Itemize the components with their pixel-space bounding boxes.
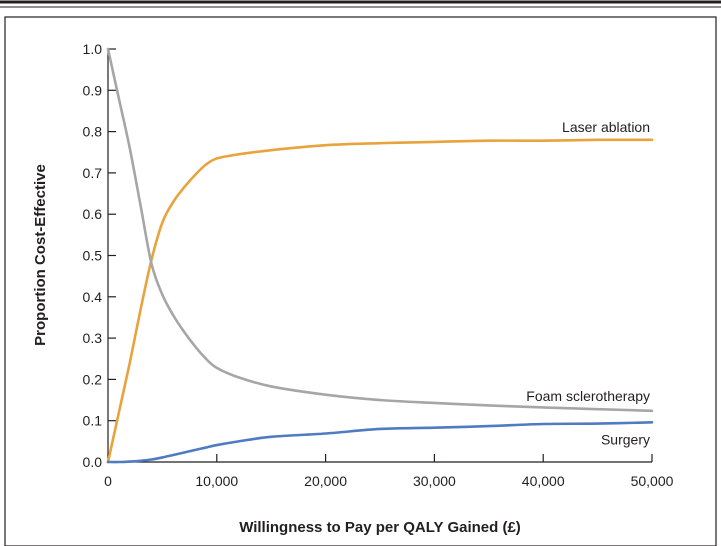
y-tick-label: 1.0	[83, 41, 103, 57]
y-axis-title: Proportion Cost-Effective	[32, 164, 49, 346]
series-label-foam-sclerotherapy: Foam sclerotherapy	[526, 388, 650, 404]
y-tick-label: 0.3	[83, 330, 103, 346]
y-tick-label: 0.5	[83, 248, 103, 264]
y-tick-label: 0.1	[83, 413, 103, 429]
x-tick-label: 20,000	[304, 473, 347, 489]
y-tick-label: 0.8	[83, 124, 103, 140]
plot-area: 0.0 0.1 0.2 0.3 0.4 0.5 0.6 0.7 0.8 0.9 1.0 0 10,00…	[83, 41, 674, 489]
chart-panel	[4, 16, 717, 546]
y-tick-label: 0.9	[83, 82, 103, 98]
y-tick-label: 0.0	[83, 454, 103, 470]
y-axis-ticks: 0.0 0.1 0.2 0.3 0.4 0.5 0.6 0.7 0.8 0.9 1.0	[83, 41, 116, 470]
y-tick-label: 0.2	[83, 371, 103, 387]
series-label-layer: Laser ablation Foam sclerotherapy Surgery	[526, 119, 650, 447]
x-tick-label: 40,000	[522, 473, 565, 489]
x-tick-label: 10,000	[195, 473, 238, 489]
y-tick-label: 0.4	[83, 289, 103, 305]
x-tick-label: 0	[104, 473, 112, 489]
x-axis-ticks: 0 10,000 20,000 30,000 40,000 50,000	[104, 454, 674, 489]
series-line-foam-sclerotherapy	[106, 47, 654, 413]
series-line-surgery	[106, 421, 654, 464]
series-layer	[106, 47, 654, 464]
x-tick-label: 30,000	[413, 473, 456, 489]
series-line-laser-ablation	[106, 138, 654, 464]
y-tick-label: 0.7	[83, 165, 103, 181]
x-tick-label: 50,000	[631, 473, 674, 489]
y-tick-label: 0.6	[83, 206, 103, 222]
x-axis-title: Willingness to Pay per QALY Gained (£)	[239, 519, 521, 536]
series-label-surgery: Surgery	[601, 431, 650, 447]
series-label-laser-ablation: Laser ablation	[562, 119, 650, 135]
